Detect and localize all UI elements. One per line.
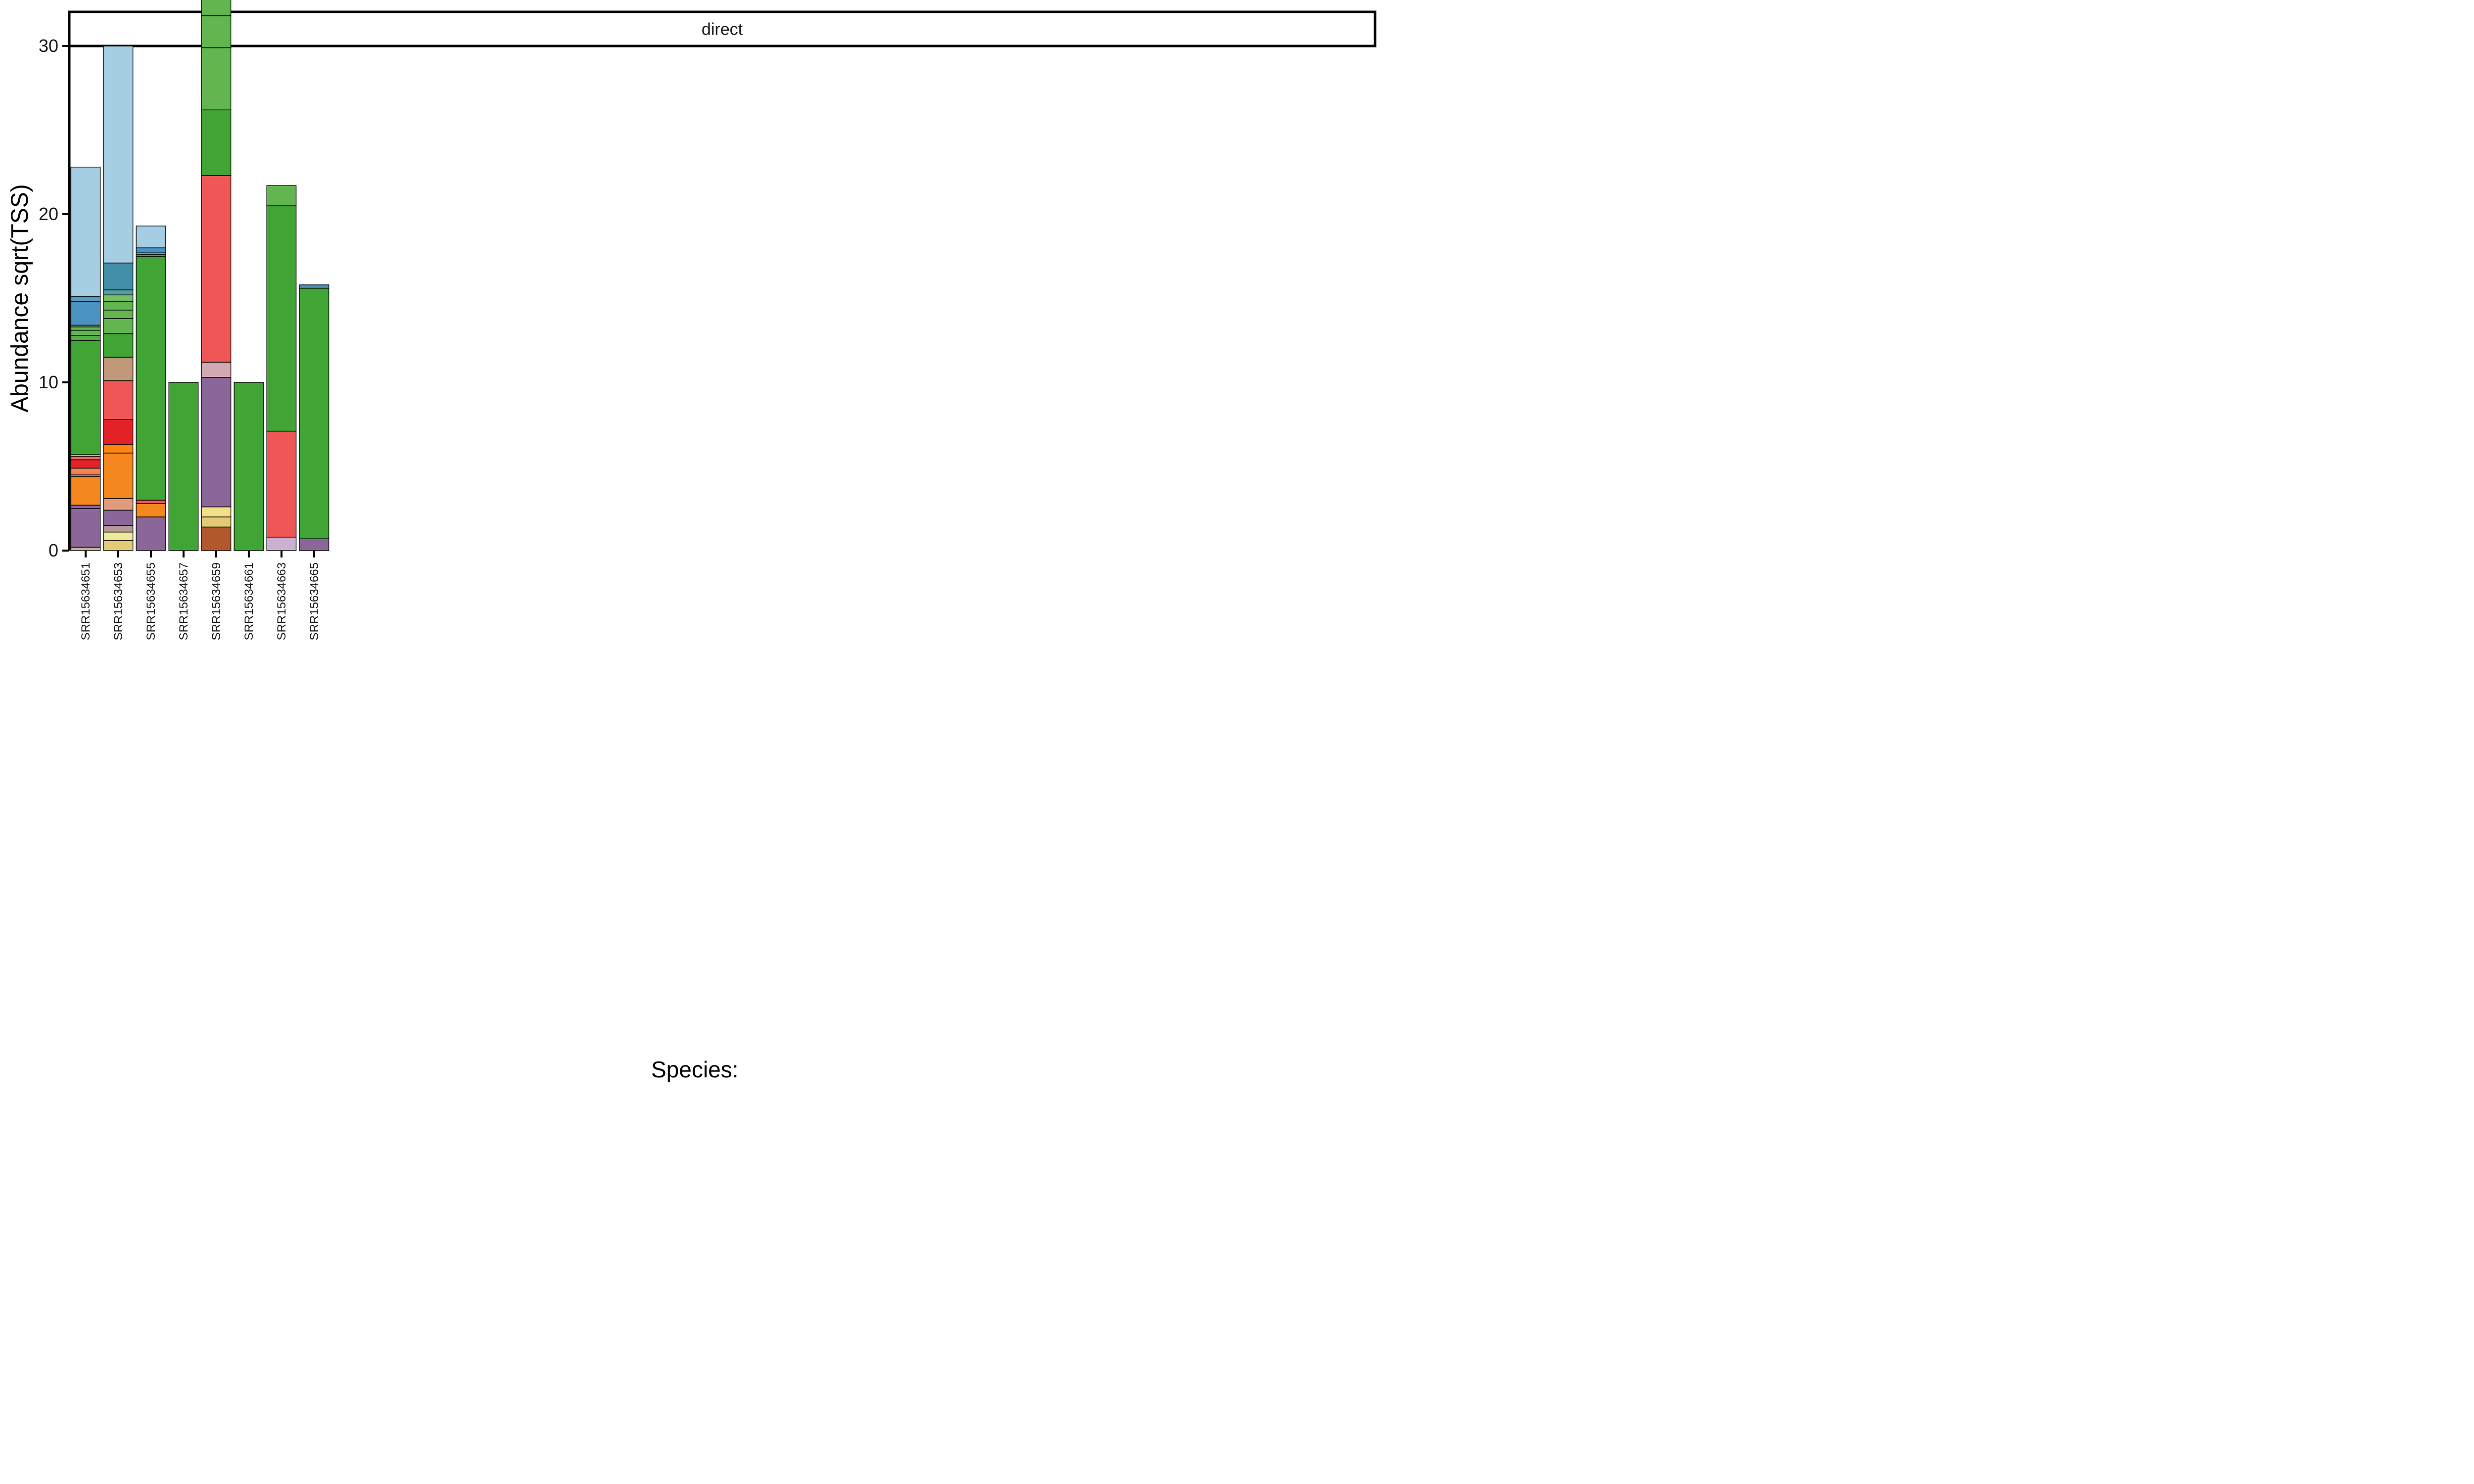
bar-segment <box>70 476 101 506</box>
bar-segment <box>70 467 101 475</box>
y-tick-label: 30 <box>39 36 58 56</box>
bar-SRR15634655 <box>136 225 166 551</box>
bar-segment <box>136 247 166 253</box>
bar-segment <box>103 262 134 290</box>
bar-segment <box>103 46 134 264</box>
panel-direct: direct SRR15634651 SRR15634653 SRR15634655 S… <box>68 0 1377 640</box>
bar-segment <box>266 430 297 538</box>
legend-title: Species: <box>651 1057 738 1082</box>
bar-segment <box>103 357 134 381</box>
x-tick-label: SRR15634655 <box>144 562 158 640</box>
bar-segment <box>201 175 232 363</box>
facet-panels: 0 10 20 30 direct SRR15634651 SRR15634653 SRR15… <box>39 0 1377 640</box>
x-tick-label: SRR15634663 <box>275 562 288 640</box>
bar-segment <box>103 531 134 541</box>
x-tick-label: SRR15634653 <box>112 562 125 640</box>
x-tick-label: SRR15634659 <box>210 562 223 640</box>
bar-SRR15634651 <box>70 166 101 551</box>
facet-strip-label: direct <box>702 20 743 39</box>
bar-segment <box>103 380 134 420</box>
y-axis-label: Abundance sqrt(TSS) <box>7 184 33 413</box>
bar-segment <box>201 506 232 517</box>
bar-segment <box>70 166 101 297</box>
y-tick-label: 10 <box>39 372 58 392</box>
bar-segment <box>201 376 232 508</box>
bar-segment <box>103 294 134 302</box>
bar-segment <box>70 508 101 548</box>
x-tick-label: SRR15634657 <box>177 562 190 640</box>
bar-segment <box>201 47 232 111</box>
y-tick-label: 20 <box>39 204 58 224</box>
bar-segment <box>103 452 134 499</box>
bar-SRR15634659 <box>201 0 232 551</box>
bar-segment <box>103 309 134 319</box>
bar-segment <box>70 547 101 551</box>
facet-strip <box>68 10 1377 47</box>
bar-segment <box>201 526 232 551</box>
bar-SRR15634663 <box>266 185 297 551</box>
bar-segment <box>266 185 297 206</box>
bar-segment <box>201 15 232 48</box>
bar-segment <box>70 301 101 326</box>
bar-segment <box>70 326 101 331</box>
bar-segment <box>103 289 134 295</box>
bar-segment <box>70 329 101 336</box>
bar-segment <box>70 505 101 509</box>
bar-segment <box>70 459 101 469</box>
bar-segment <box>70 334 101 341</box>
bar-segment <box>266 537 297 551</box>
bar-segment <box>201 362 232 378</box>
bar-segment <box>103 318 134 334</box>
bar-segment <box>103 418 134 445</box>
bar-segment <box>70 296 101 302</box>
bar-segment <box>201 109 232 176</box>
bar-segment <box>234 382 264 551</box>
x-tick-label: SRR15634661 <box>242 562 256 640</box>
bar-segment <box>136 225 166 248</box>
bar-segment <box>168 382 199 551</box>
bar-segment <box>201 516 232 528</box>
bar-SRR15634661 <box>234 382 264 551</box>
bar-segment <box>266 205 297 432</box>
bar-segment <box>70 340 101 455</box>
x-tick-label: SRR15634651 <box>79 562 93 640</box>
bar-segment <box>103 540 134 551</box>
bar-segment <box>299 538 330 551</box>
bar-segment <box>299 287 330 539</box>
bar-segment <box>136 256 166 501</box>
bar-segment <box>70 456 101 461</box>
bar-segment <box>136 500 166 504</box>
y-tick-label: 0 <box>48 540 58 560</box>
bar-SRR15634653 <box>103 46 134 551</box>
legend: Species: <box>651 1057 738 1082</box>
bar-segment <box>103 510 134 526</box>
bar-segment <box>136 503 166 517</box>
bar-segment <box>103 444 134 454</box>
bar-segment <box>103 301 134 311</box>
bar-SRR15634665 <box>299 284 330 551</box>
bar-SRR15634657 <box>168 382 199 551</box>
bar-segment <box>201 0 232 16</box>
bar-segment <box>103 525 134 533</box>
bar-segment <box>103 498 134 511</box>
bar-segment <box>136 516 166 551</box>
bar-segment <box>299 284 330 289</box>
bar-segment <box>103 333 134 358</box>
x-tick-label: SRR15634665 <box>308 562 321 640</box>
